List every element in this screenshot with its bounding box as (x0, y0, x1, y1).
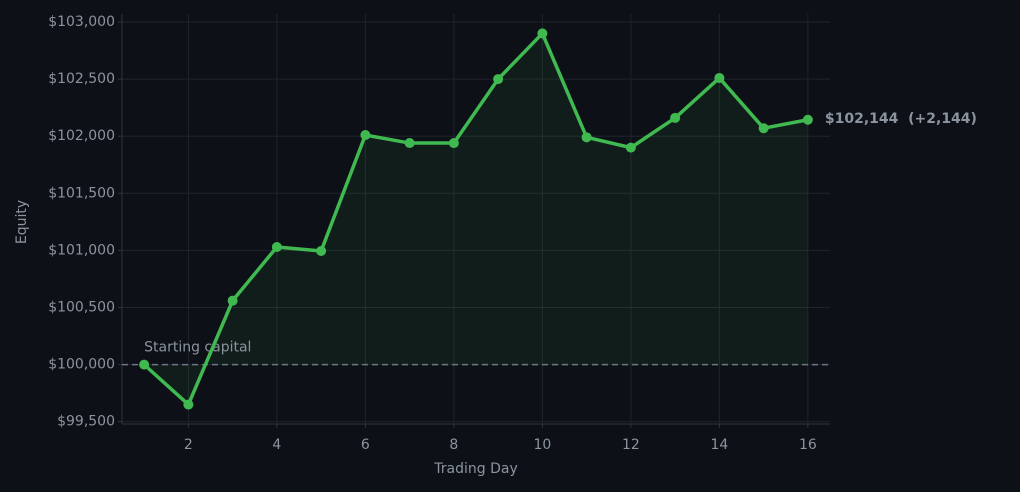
marker (625, 142, 636, 153)
marker (758, 123, 769, 134)
x-axis-label: Trading Day (433, 461, 517, 477)
line (142, 31, 809, 407)
marker (670, 112, 681, 123)
marker (183, 399, 194, 410)
x-tick-label: 12 (622, 437, 640, 453)
marker (493, 74, 504, 85)
baseline-label: Starting capital (144, 340, 251, 356)
x-tick-label: 2 (184, 437, 193, 453)
x-tick-label: 4 (272, 437, 281, 453)
x-tick-label: 16 (799, 437, 817, 453)
marker (360, 130, 371, 141)
y-tick-label: $102,000 (48, 128, 115, 144)
y-tick-label: $100,500 (48, 300, 115, 316)
marker (316, 245, 327, 256)
y-tick-label: $101,500 (48, 185, 115, 201)
y-tick-label: $100,000 (48, 357, 115, 373)
marker (271, 241, 282, 252)
end-label: $102,144 (+2,144) (825, 111, 977, 127)
marker (227, 295, 238, 306)
x-tick-label: 10 (533, 437, 551, 453)
marker (404, 138, 415, 149)
marker (139, 359, 150, 370)
marker (448, 138, 459, 149)
marker (714, 72, 725, 83)
y-tick-label: $101,000 (48, 242, 115, 258)
y-tick-label: $103,000 (48, 14, 115, 30)
y-axis-label: Equity (14, 200, 30, 244)
y-tick-label: $102,500 (48, 71, 115, 87)
area (144, 33, 808, 405)
x-tick-label: 8 (449, 437, 458, 453)
x-tick-label: 6 (361, 437, 370, 453)
marker (537, 28, 548, 39)
marker (581, 132, 592, 143)
y-tick-label: $99,500 (57, 414, 115, 430)
marker (802, 114, 813, 125)
x-tick-label: 14 (710, 437, 728, 453)
